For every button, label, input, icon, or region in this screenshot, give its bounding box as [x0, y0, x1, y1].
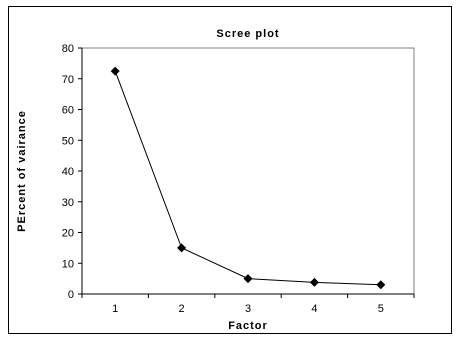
x-axis: 1 2 3 4 5	[81, 293, 415, 315]
x-tick-label: 2	[179, 303, 185, 315]
y-tick-label: 60	[62, 105, 74, 117]
x-axis-title: Factor	[228, 320, 268, 332]
chart-frame: Scree plot 0 10 20 30 40 50 60 70 80 1 2 3 4 5 Facto…	[8, 6, 452, 334]
data-point	[177, 243, 187, 253]
data-point	[243, 274, 253, 284]
x-tick-label: 5	[378, 303, 384, 315]
y-tick-label: 80	[62, 43, 74, 55]
y-tick-label: 0	[68, 289, 74, 301]
y-axis-title: PErcent of vairance	[16, 110, 28, 232]
y-axis: 0 10 20 30 40 50 60 70 80	[62, 43, 83, 301]
y-tick-label: 50	[62, 135, 74, 147]
scree-plot-chart: Scree plot 0 10 20 30 40 50 60 70 80 1 2 3 4 5 Facto…	[16, 28, 415, 332]
data-point	[309, 277, 319, 287]
x-tick-label: 1	[112, 303, 118, 315]
data-point	[110, 66, 120, 76]
x-tick-label: 4	[311, 303, 317, 315]
plot-area	[81, 47, 415, 295]
x-tick-label: 3	[245, 303, 251, 315]
chart-title: Scree plot	[216, 28, 279, 40]
y-tick-label: 20	[62, 228, 74, 240]
data-point	[376, 280, 386, 290]
y-tick-label: 10	[62, 258, 74, 270]
data-series	[110, 66, 386, 290]
y-tick-label: 70	[62, 74, 74, 86]
y-tick-label: 40	[62, 166, 74, 178]
y-tick-label: 30	[62, 197, 74, 209]
